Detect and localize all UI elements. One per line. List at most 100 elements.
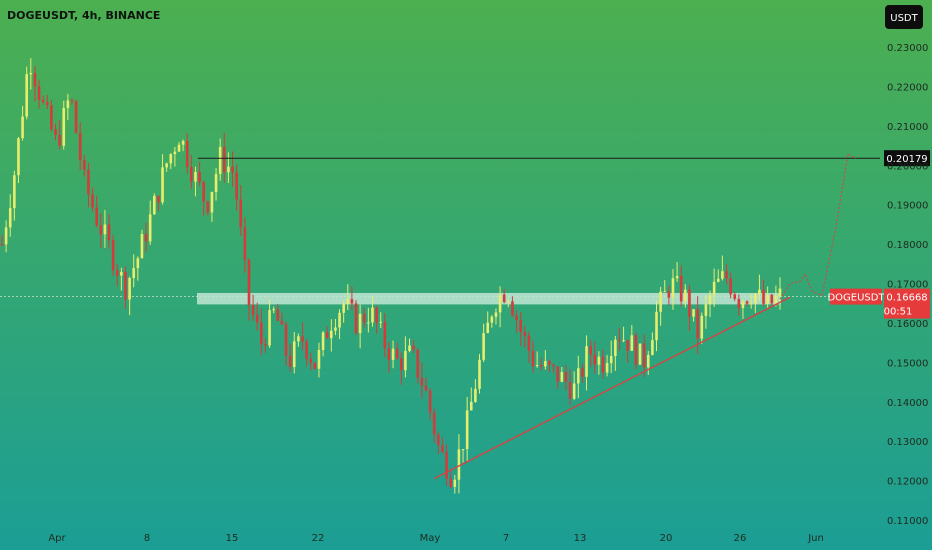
candle-body [770, 294, 774, 304]
candle-body [305, 341, 308, 359]
candle-body [708, 295, 712, 305]
candle-body [638, 343, 642, 365]
candle-body [609, 356, 613, 364]
candle-body [461, 449, 465, 451]
candle-body [420, 377, 424, 386]
candle-body [408, 345, 411, 351]
candle-body [70, 100, 74, 102]
candle-body [111, 240, 115, 271]
candle-body [74, 101, 78, 133]
symbol-title: DOGEUSDT, 4h, BINANCE [7, 9, 160, 22]
y-tick-label: 0.18000 [887, 240, 928, 251]
candle-body [41, 100, 45, 103]
candle-body [478, 359, 481, 389]
candle-body [367, 322, 370, 324]
candle-body [25, 74, 28, 117]
candle-body [441, 445, 444, 453]
y-tick-label: 0.19000 [887, 201, 928, 212]
candle-body [716, 278, 720, 282]
candle-body [83, 160, 86, 170]
candle-body [66, 100, 70, 109]
y-tick-label: 0.20000 [887, 161, 928, 172]
resistance-price-label: 0.20179 [886, 154, 927, 165]
candle-body [21, 116, 24, 139]
candle-body [556, 366, 560, 382]
candle-body [655, 311, 658, 341]
candle-body [17, 138, 20, 176]
candle-body [399, 358, 403, 371]
candle-body [255, 314, 259, 323]
candle-body [330, 330, 333, 339]
candle-body [486, 322, 490, 334]
candle-body [309, 358, 313, 363]
candle-body [494, 312, 498, 317]
candle-body [50, 105, 53, 130]
currency-button[interactable]: USDT [885, 5, 923, 29]
candle-body [148, 214, 152, 242]
candle-body [758, 289, 761, 295]
candle-body [679, 276, 683, 302]
candle-body [210, 192, 214, 213]
candle-body [37, 86, 41, 101]
candle-body [227, 166, 230, 173]
candle-body [136, 258, 140, 269]
candle-body [601, 356, 605, 373]
candle-body [214, 174, 218, 193]
candle-body [58, 134, 61, 146]
candle-body [354, 303, 358, 334]
support-zone [197, 292, 781, 305]
candle-body [749, 303, 753, 305]
x-tick-label: 26 [734, 533, 747, 544]
candle-body [675, 276, 679, 279]
candle-body [8, 208, 12, 228]
candle-body [659, 291, 662, 312]
x-tick-label: 13 [574, 533, 587, 544]
candle-body [404, 350, 407, 371]
candle-body [511, 301, 514, 316]
currency-button-label: USDT [890, 13, 918, 24]
candle-body [325, 332, 329, 339]
candle-body [622, 340, 625, 342]
x-tick-label: 15 [226, 533, 239, 544]
candle-body [527, 335, 531, 351]
candle-body [614, 339, 617, 357]
candle-body [428, 390, 432, 413]
resistance-price-tag: 0.20179 [884, 150, 930, 167]
candle-body [465, 410, 469, 450]
current-price-label: 0.16668 [886, 293, 927, 304]
candle-body [630, 335, 634, 351]
candle-body [383, 321, 387, 349]
candle-body [198, 172, 201, 183]
candle-body [194, 172, 197, 182]
candle-body [45, 102, 49, 106]
candle-body [692, 309, 695, 317]
rising-trendline [433, 296, 791, 480]
x-tick-label: 7 [503, 533, 509, 544]
candle-body [688, 289, 691, 317]
candle-body [107, 224, 111, 241]
candle-body [412, 345, 415, 350]
x-axis: Apr 8 15 22 May 7 13 20 26 Jun [48, 533, 823, 544]
candle-body [185, 140, 189, 168]
candle-body [544, 360, 547, 367]
candle-body [646, 354, 650, 368]
candle-body [280, 320, 284, 325]
candle-body [161, 167, 164, 203]
x-tick-label: 8 [144, 533, 150, 544]
candle-body [206, 201, 210, 213]
candle-body [231, 166, 234, 173]
candle-body [539, 365, 543, 367]
candle-body [4, 227, 8, 245]
candle-body [235, 172, 238, 200]
candle-body [350, 299, 354, 304]
candle-body [288, 355, 292, 368]
candle-body [671, 278, 675, 298]
candle-body [177, 144, 181, 152]
candle-body [585, 346, 588, 377]
candle-body [292, 341, 296, 368]
candle-body [87, 169, 90, 195]
y-tick-label: 0.22000 [887, 82, 928, 93]
y-tick-label: 0.21000 [887, 122, 928, 133]
